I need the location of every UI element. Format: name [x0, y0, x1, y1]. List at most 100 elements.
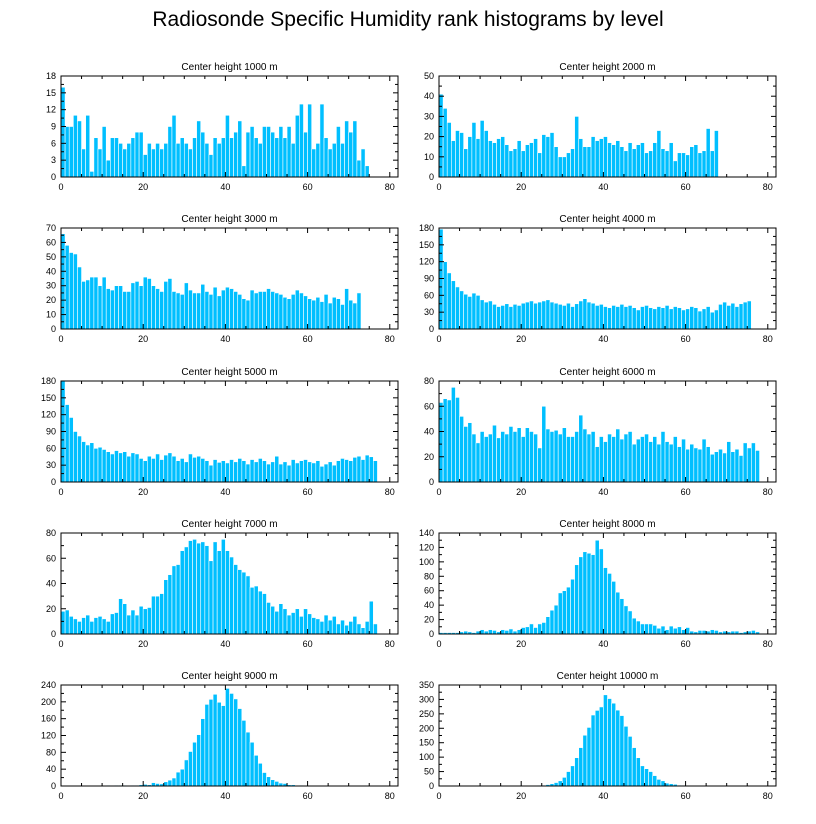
histogram-bar: [586, 433, 592, 483]
histogram-bar: [516, 140, 522, 178]
histogram-bar: [270, 605, 276, 635]
histogram-bar: [570, 578, 575, 635]
histogram-bar: [714, 309, 719, 330]
y-tick-label: 20: [46, 604, 56, 614]
histogram-bar: [652, 625, 658, 635]
histogram-bar: [245, 575, 251, 635]
y-tick-label: 0: [429, 477, 434, 487]
y-tick-label: 80: [46, 528, 56, 538]
histogram-bar: [566, 586, 571, 635]
histogram-bar: [451, 280, 456, 330]
y-tick-label: 30: [46, 281, 56, 291]
y-tick-label: 140: [419, 528, 434, 538]
histogram-bar: [652, 142, 658, 178]
histogram-bar: [130, 137, 136, 178]
histogram-bar: [216, 462, 222, 483]
histogram-bar: [266, 776, 271, 787]
histogram-bar: [627, 610, 633, 635]
x-tick-label: 60: [303, 182, 313, 192]
histogram-bar: [508, 628, 514, 635]
histogram-bar: [340, 619, 345, 635]
histogram-bar: [299, 292, 304, 330]
histogram-bar: [126, 143, 132, 178]
histogram-bar: [640, 306, 645, 330]
histogram-bar: [549, 609, 555, 635]
panel-title: Center height 4000 m: [559, 214, 655, 225]
histogram-bar: [77, 621, 82, 635]
histogram-bar: [331, 616, 337, 635]
histogram-bar: [631, 307, 637, 330]
histogram-bar: [220, 137, 226, 178]
histogram-bar: [303, 459, 308, 483]
histogram-bar: [603, 567, 608, 635]
x-tick-label: 40: [598, 639, 608, 649]
histogram-bar: [344, 624, 349, 635]
histogram-bar: [488, 140, 493, 178]
histogram-bar: [114, 450, 119, 483]
histogram-bar: [307, 103, 312, 178]
histogram-bar: [697, 310, 703, 330]
y-tick-label: 0: [51, 629, 56, 639]
histogram-bar: [303, 295, 308, 330]
histogram-bar: [282, 461, 288, 483]
histogram-bar: [327, 461, 333, 483]
histogram-bar: [594, 710, 600, 787]
histogram-bar: [270, 291, 276, 330]
histogram-bar: [81, 148, 86, 178]
histogram-bar: [188, 453, 193, 483]
x-tick-label: 0: [436, 182, 441, 192]
y-tick-label: 20: [424, 615, 434, 625]
histogram-bar: [644, 768, 649, 787]
histogram-bar: [167, 126, 173, 178]
y-tick-label: 10: [424, 152, 434, 162]
histogram-bar: [159, 148, 165, 178]
histogram-bar: [212, 693, 218, 787]
histogram-bar: [237, 458, 243, 483]
histogram-bar: [644, 433, 649, 483]
histogram-bar: [200, 283, 206, 330]
histogram-bar: [570, 436, 575, 483]
histogram-bar: [672, 436, 678, 483]
histogram-bar: [241, 720, 247, 787]
histogram-bar: [541, 622, 547, 635]
histogram-bar: [607, 698, 612, 787]
histogram-bar: [578, 300, 584, 330]
histogram-bar: [578, 747, 584, 787]
y-tick-label: 40: [46, 266, 56, 276]
histogram-bar: [118, 143, 123, 178]
histogram-bar: [130, 282, 136, 330]
histogram-bar: [598, 436, 604, 483]
histogram-bar: [615, 591, 621, 635]
histogram-bar: [619, 438, 625, 483]
histogram-bar: [200, 131, 206, 178]
y-tick-label: 100: [419, 557, 434, 567]
histogram-panel-9: Center height 9000 m 0 20 40 60 80 0 40 80 120 160…: [41, 671, 399, 801]
histogram-bar: [315, 143, 321, 178]
histogram-bar: [631, 747, 637, 787]
histogram-bar: [73, 253, 78, 330]
histogram-bar: [126, 614, 132, 635]
histogram-bar: [709, 629, 715, 635]
histogram-bar: [553, 782, 559, 787]
histogram-bar: [553, 604, 559, 635]
histogram-bar: [266, 288, 271, 330]
x-tick-label: 40: [220, 791, 230, 801]
y-tick-label: 80: [424, 571, 434, 581]
x-tick-label: 60: [303, 791, 313, 801]
histogram-bar: [220, 705, 226, 787]
y-tick-label: 20: [46, 295, 56, 305]
histogram-bar: [68, 417, 74, 483]
y-tick-label: 80: [424, 376, 434, 386]
histogram-bar: [607, 433, 612, 483]
histogram-bar: [290, 612, 296, 635]
histogram-bar: [685, 154, 691, 178]
histogram-bar: [590, 302, 596, 330]
histogram-bar: [590, 554, 596, 635]
histogram-bar: [167, 278, 173, 330]
histogram-bar: [644, 305, 649, 330]
histogram-bar: [726, 441, 732, 483]
histogram-bar: [586, 727, 592, 787]
histogram-panel-1: Center height 1000 m 0 20 40 60 80 0 3 6 9 12 15 18: [46, 62, 399, 192]
y-tick-label: 18: [46, 71, 56, 81]
histogram-bar: [97, 148, 103, 178]
